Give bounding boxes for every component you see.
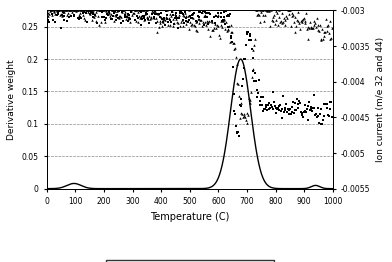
X-axis label: Temperature (C): Temperature (C) <box>150 211 229 222</box>
Y-axis label: Ion current (m/e 32 and 44): Ion current (m/e 32 and 44) <box>376 37 385 162</box>
Legend: Derivative weight, 44, 32: Derivative weight, 44, 32 <box>105 260 274 262</box>
Y-axis label: Derivative weight: Derivative weight <box>7 59 16 140</box>
